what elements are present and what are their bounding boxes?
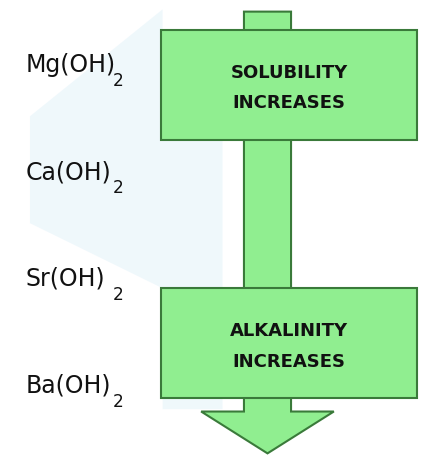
Text: INCREASES: INCREASES bbox=[232, 94, 345, 113]
Text: INCREASES: INCREASES bbox=[232, 352, 345, 371]
Text: ALKALINITY: ALKALINITY bbox=[230, 322, 348, 340]
Text: SOLUBILITY: SOLUBILITY bbox=[230, 64, 348, 82]
Text: Ca(OH): Ca(OH) bbox=[26, 160, 111, 184]
Polygon shape bbox=[201, 12, 334, 453]
Text: 2: 2 bbox=[113, 286, 123, 304]
Polygon shape bbox=[160, 288, 417, 398]
Polygon shape bbox=[30, 9, 223, 409]
Text: Sr(OH): Sr(OH) bbox=[26, 267, 105, 291]
Text: Mg(OH): Mg(OH) bbox=[26, 53, 116, 77]
Text: 2: 2 bbox=[113, 72, 123, 90]
Text: Ba(OH): Ba(OH) bbox=[26, 374, 111, 398]
Text: 2: 2 bbox=[113, 179, 123, 197]
Text: 2: 2 bbox=[113, 393, 123, 411]
Polygon shape bbox=[160, 30, 417, 140]
